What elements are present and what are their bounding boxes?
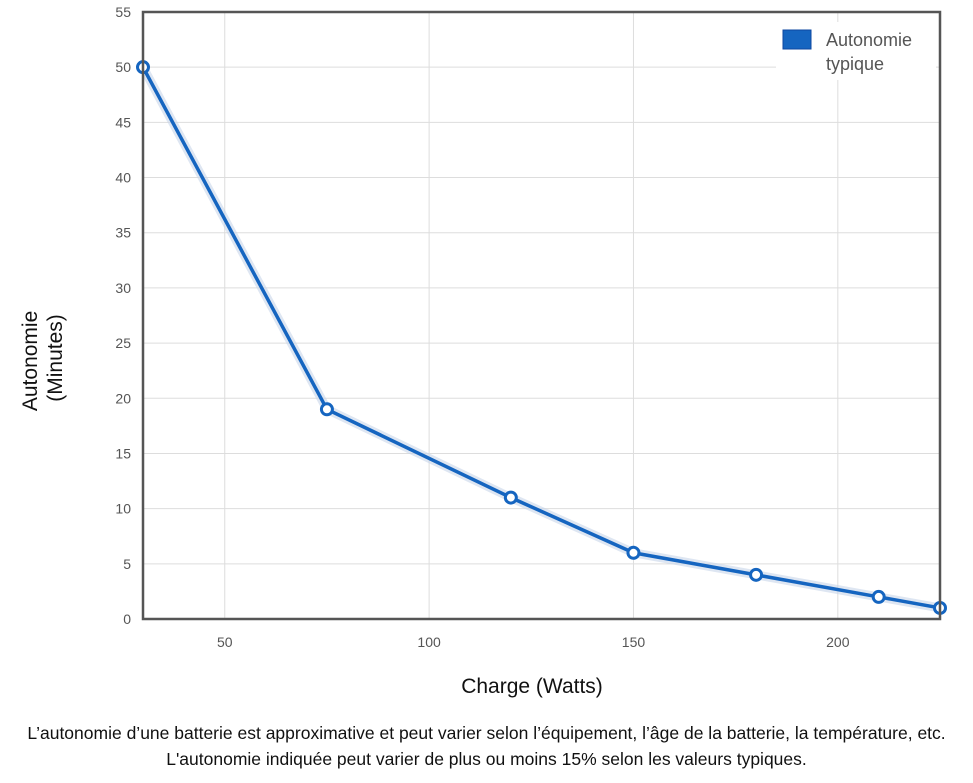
y-tick-label: 40 — [115, 170, 131, 186]
y-axis-ticks: 0 5 10 15 20 25 30 35 40 45 50 55 — [115, 4, 131, 627]
autonomy-chart: 0 5 10 15 20 25 30 35 40 45 50 55 50 100 150 200 Auton… — [19, 4, 947, 698]
y-tick-label: 0 — [123, 611, 131, 627]
data-point — [871, 589, 886, 604]
data-point — [749, 567, 764, 582]
y-tick-label: 35 — [115, 225, 131, 241]
series-layer — [136, 60, 947, 615]
y-tick-label: 15 — [115, 445, 131, 461]
grid-lines — [143, 12, 940, 619]
y-tick-label: 50 — [115, 59, 131, 75]
y-axis-title-line-2: (Minutes) — [44, 314, 67, 402]
legend-label-line-1: Autonomie — [826, 30, 912, 50]
y-tick-label: 10 — [115, 501, 131, 517]
y-tick-label: 5 — [123, 556, 131, 572]
x-tick-label: 100 — [417, 634, 441, 650]
y-tick-label: 55 — [115, 4, 131, 20]
series-line-shadow — [139, 65, 941, 613]
data-point — [503, 490, 518, 505]
x-tick-label: 150 — [622, 634, 646, 650]
data-point — [626, 545, 641, 560]
y-tick-label: 20 — [115, 390, 131, 406]
plot-border — [141, 10, 942, 621]
x-axis-ticks: 50 100 150 200 — [217, 634, 850, 650]
x-axis-title: Charge (Watts) — [461, 675, 603, 698]
legend: Autonomie typique — [776, 22, 936, 80]
series-line — [141, 66, 941, 610]
legend-label-line-2: typique — [826, 54, 884, 74]
data-point — [319, 402, 334, 417]
y-tick-label: 30 — [115, 280, 131, 296]
y-tick-label: 25 — [115, 335, 131, 351]
chart-caption: L’autonomie d’une batterie est approxima… — [27, 723, 946, 769]
y-tick-label: 45 — [115, 114, 131, 130]
x-tick-label: 200 — [826, 634, 850, 650]
legend-swatch — [782, 29, 812, 50]
legend-label: Autonomie typique — [826, 30, 917, 74]
x-tick-label: 50 — [217, 634, 233, 650]
y-axis-title-line-1: Autonomie — [19, 311, 42, 411]
y-axis-title: Autonomie (Minutes) — [19, 305, 67, 411]
